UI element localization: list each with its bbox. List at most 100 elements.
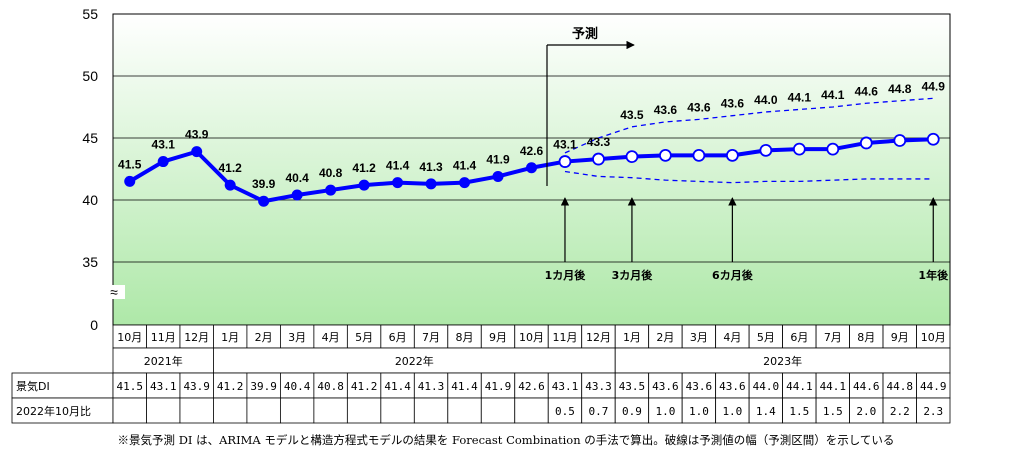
table-value: 44.8 [887,380,914,393]
data-point [325,184,337,196]
data-label: 43.1 [553,138,577,152]
data-labels: 41.5 43.1 43.9 41.2 39.9 40.4 40.8 41.2 41.4 41.3… [118,79,945,191]
table-cell [447,397,482,424]
table-value: 43.1 [150,380,177,393]
data-label: 39.9 [252,177,276,191]
table-cell [413,397,449,424]
table-value: 41.4 [384,380,411,393]
table-cell [480,397,516,424]
table-cell [815,397,850,424]
horizon-label: 1年後 [918,268,949,282]
table-value: 0.5 [555,405,575,418]
month-label: 10月 [117,331,142,344]
table-value: 41.2 [351,380,378,393]
month-label: 1月 [221,331,239,344]
row-header-label: 景気DI [16,379,50,393]
forecast-point [926,132,940,146]
month-label: 7月 [422,331,440,344]
table-value: 42.6 [518,380,545,393]
horizon-label: 1カ月後 [545,268,587,282]
footnote: ※景気予測 DI は、ARIMA モデルと構造方程式モデルの結果を Foreca… [118,433,895,447]
table-value: 44.1 [820,380,847,393]
y-tick-label: 35 [82,254,98,270]
data-label: 44.1 [788,90,812,104]
year-label: 2023年 [763,354,802,368]
row-header-cell [11,372,114,399]
table-cell [112,397,147,424]
table-value: 43.6 [686,380,713,393]
year-cell [213,347,616,374]
data-label: 43.9 [185,128,209,142]
month-label: 10月 [921,331,946,344]
table-cell [648,397,683,424]
table-cell [279,397,315,424]
data-label: 41.2 [352,161,376,175]
month-label: 1月 [623,331,641,344]
table-value: 1.4 [756,405,776,418]
table-cell [547,397,583,424]
table-cell [346,397,382,424]
series-markers [124,132,940,207]
month-label: 7月 [824,331,842,344]
table-cell [681,397,717,424]
table-value: 41.2 [217,380,244,393]
table-value: 2.0 [856,405,876,418]
y-tick-label: 40 [82,192,98,208]
data-label: 44.6 [855,84,879,98]
year-label: 2022年 [395,354,434,368]
month-label: 3月 [288,331,306,344]
data-point [358,179,370,191]
month-label: 8月 [857,331,875,344]
table-cell [112,372,147,399]
table-value: 44.6 [853,380,880,393]
table-value: 0.9 [622,405,642,418]
forecast-point [558,155,572,168]
horizon-label: 3カ月後 [612,268,654,282]
data-point [191,146,203,158]
month-label: 10月 [519,331,544,344]
table-cell [179,397,214,424]
data-point [459,177,471,189]
table-value: 0.7 [589,405,609,418]
forecast-point [625,150,639,164]
month-label: 6月 [389,331,407,344]
table-cell [213,372,248,399]
table-value: 44.0 [753,380,780,393]
month-label: 9月 [489,331,507,344]
table-value: 43.6 [719,380,746,393]
y-tick-label: 45 [82,130,98,146]
data-point [258,195,270,207]
table-cell [146,397,181,424]
row-header-cell [11,397,114,424]
data-label: 44.0 [754,93,778,107]
data-label: 44.8 [888,82,912,96]
month-label: 2月 [656,331,674,344]
data-label: 44.9 [922,79,946,93]
month-label: 5月 [757,331,775,344]
data-point [392,177,404,189]
table-cell [213,397,248,424]
table-cell [480,372,516,399]
data-label: 43.6 [687,100,711,114]
data-label: 43.6 [654,103,678,117]
grid-lines [113,75,950,263]
table-cell [380,397,415,424]
data-label: 41.3 [419,160,443,174]
data-label: 43.1 [152,138,176,152]
table-value: 40.4 [284,380,311,393]
y-axis-ticks: 55 50 45 40 35 0 [82,6,98,333]
data-label: 44.1 [821,88,845,102]
horizon-markers: 1カ月後 3カ月後 6カ月後 1年後 [545,197,949,282]
data-label: 41.4 [453,159,477,173]
month-label: 6月 [790,331,808,344]
forecast-point [692,148,706,162]
table-value: 43.6 [652,380,679,393]
month-label: 11月 [151,331,176,344]
table-cell [279,372,315,399]
table-value: 43.1 [552,380,579,393]
forecast-point [859,136,873,150]
table-cell [916,397,951,424]
forecast-label: 予測 [572,26,598,42]
data-label: 43.5 [620,108,644,122]
month-label: 3月 [690,331,708,344]
